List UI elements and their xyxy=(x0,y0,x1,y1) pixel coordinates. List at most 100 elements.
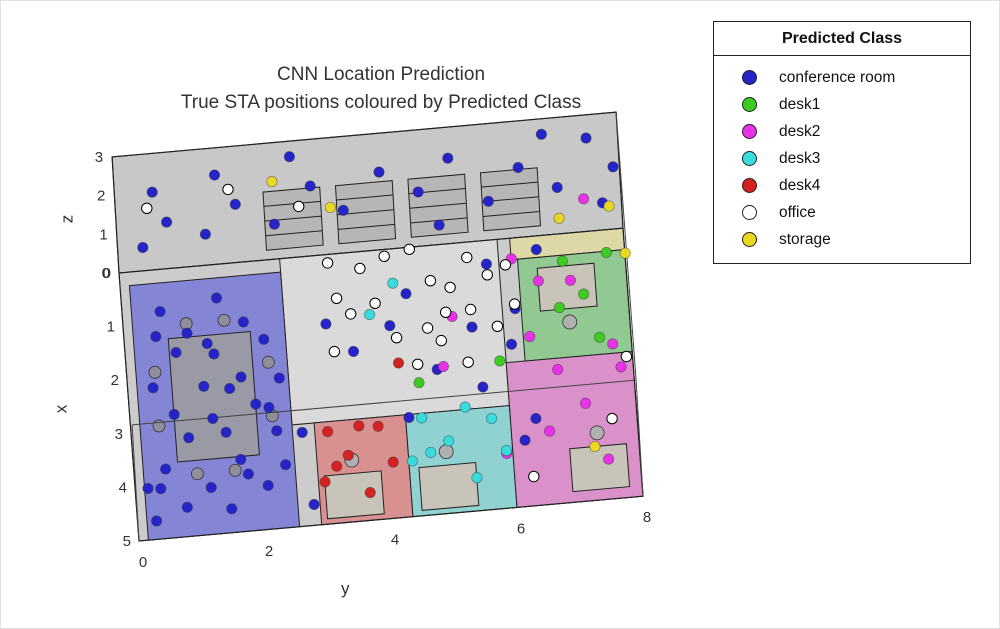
scatter-point xyxy=(481,269,493,281)
scatter-point xyxy=(443,435,455,447)
scatter-point xyxy=(154,306,166,318)
scatter-point xyxy=(198,380,210,392)
chair xyxy=(148,365,162,379)
scatter-point xyxy=(293,200,305,213)
scatter-point xyxy=(600,246,612,259)
scatter-point xyxy=(342,449,354,461)
scatter-point xyxy=(296,426,308,438)
scatter-point xyxy=(328,345,341,358)
open-area xyxy=(279,238,510,426)
tick-label: 1 xyxy=(107,319,115,336)
scatter-point xyxy=(222,183,234,196)
scatter-point xyxy=(331,460,343,472)
chair xyxy=(190,467,204,481)
scatter-point xyxy=(512,161,524,174)
legend-item: desk3 xyxy=(714,145,970,172)
scatter-point xyxy=(283,151,295,163)
legend-item-label: desk1 xyxy=(779,95,821,113)
scatter-point xyxy=(594,331,606,343)
scatter-point xyxy=(170,346,182,359)
chart-title-line1: CNN Location Prediction xyxy=(276,64,486,85)
scatter-point xyxy=(499,259,512,271)
scatter-point xyxy=(607,338,619,350)
scatter-point xyxy=(433,219,445,231)
rack-shelf xyxy=(409,202,467,209)
scatter-point xyxy=(181,327,193,339)
tick-label: 6 xyxy=(517,520,525,537)
rack-shelf xyxy=(481,181,538,188)
scatter-point xyxy=(347,345,360,357)
tick-label: 1 xyxy=(99,226,107,243)
tick-label: 0 xyxy=(102,265,110,282)
chart-title: CNN Location Prediction True STA positio… xyxy=(91,61,671,116)
scatter-point xyxy=(390,332,403,344)
scatter-point xyxy=(544,425,556,437)
scatter-point xyxy=(425,446,437,458)
legend-item-label: storage xyxy=(779,230,831,248)
scatter-point xyxy=(400,288,412,300)
scatter-point xyxy=(266,176,278,188)
scatter-point xyxy=(220,426,232,438)
scatter-point xyxy=(201,337,213,350)
scatter-point xyxy=(207,412,219,425)
scatter-point xyxy=(161,216,173,228)
legend-item-label: desk3 xyxy=(779,149,821,167)
scatter-point xyxy=(620,350,633,363)
scatter-point xyxy=(464,303,477,316)
scatter-point xyxy=(150,331,162,343)
legend-items: conference room desk1 desk2 desk3 desk4 offic… xyxy=(714,56,970,263)
scatter-point xyxy=(615,361,627,373)
legend-item: desk4 xyxy=(714,172,970,199)
legend-color-dot-icon xyxy=(742,97,757,112)
scatter-point xyxy=(477,381,489,393)
legend: Predicted Class conference room desk1 desk… xyxy=(713,21,971,264)
legend-color-dot-icon xyxy=(742,178,757,193)
scatter-point xyxy=(273,372,285,384)
scatter-point xyxy=(142,482,154,494)
scatter-point xyxy=(369,297,381,309)
z-axis-label: z xyxy=(57,214,77,224)
rack-shelf xyxy=(338,223,395,230)
scatter-point xyxy=(564,274,576,286)
desk xyxy=(418,461,480,511)
scatter-point xyxy=(208,348,220,360)
scatter-point xyxy=(603,453,615,465)
scatter-point xyxy=(387,456,399,468)
scatter-point xyxy=(250,398,262,410)
tick-label: 4 xyxy=(391,532,399,549)
legend-item: office xyxy=(714,199,970,226)
legend-color-dot-icon xyxy=(742,124,757,139)
scatter-point xyxy=(141,202,153,215)
axes-box-edge xyxy=(615,112,637,381)
legend-item-label: office xyxy=(779,203,816,221)
scatter-point xyxy=(421,322,434,334)
scatter-point xyxy=(461,251,473,264)
scatter-point xyxy=(392,357,405,369)
desk xyxy=(569,443,631,493)
chart-title-line2: True STA positions coloured by Predicted… xyxy=(180,91,582,113)
scatter-point xyxy=(242,468,254,480)
tick-label: 0 xyxy=(139,554,147,571)
scatter-point xyxy=(151,515,163,527)
scatter-point xyxy=(205,481,217,494)
scatter-point xyxy=(579,397,592,409)
scatter-point xyxy=(147,382,159,394)
desk xyxy=(536,262,598,312)
x-axis-label: x xyxy=(51,404,71,414)
chair xyxy=(261,355,275,369)
scatter-point xyxy=(403,411,415,424)
legend-item-label: desk2 xyxy=(779,122,821,140)
scatter-point xyxy=(304,180,316,192)
scatter-point xyxy=(416,412,428,424)
scatter-point xyxy=(210,292,223,304)
scatter-point xyxy=(337,204,349,216)
scatter-point xyxy=(491,320,504,332)
scatter-point xyxy=(578,288,590,300)
scatter-point xyxy=(237,316,249,328)
scatter-point xyxy=(168,408,180,420)
scatter-point xyxy=(471,472,483,484)
scatter-point xyxy=(500,444,513,457)
scatter-point xyxy=(353,420,365,432)
legend-color-dot-icon xyxy=(742,205,757,220)
